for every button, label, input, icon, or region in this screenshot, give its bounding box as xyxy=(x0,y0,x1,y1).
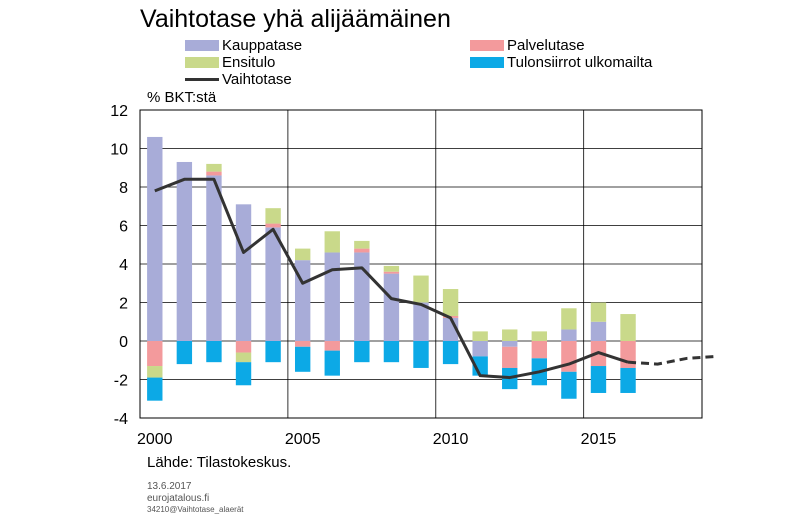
y-tick-label: 10 xyxy=(110,142,128,159)
y-tick-label: 2 xyxy=(119,296,128,313)
legend-line-swatch xyxy=(185,78,219,81)
bar-palvelutase xyxy=(147,341,163,367)
legend-kauppatase: Kauppatase xyxy=(185,37,302,54)
bar-tulonsiirrot xyxy=(561,371,577,399)
bar-ensitulo xyxy=(620,314,636,341)
bar-tulonsiirrot xyxy=(206,341,222,363)
bar-tulonsiirrot xyxy=(590,366,607,393)
bar-palvelutase xyxy=(502,346,518,368)
y-axis-unit-label: % BKT:stä xyxy=(147,89,217,106)
bar-kauppatase xyxy=(590,321,607,341)
bar-ensitulo xyxy=(294,248,311,261)
bar-ensitulo xyxy=(235,352,252,363)
bar-ensitulo xyxy=(383,265,400,272)
footer-site: eurojatalous.fi xyxy=(147,493,210,504)
bar-tulonsiirrot xyxy=(620,367,636,393)
bar-palvelutase xyxy=(294,341,311,347)
chart-title: Vaihtotase yhä alijäämäinen xyxy=(140,5,451,33)
legend-swatch xyxy=(185,40,219,51)
bar-ensitulo xyxy=(324,231,340,253)
bar-ensitulo xyxy=(472,331,488,341)
y-tick-label: 0 xyxy=(119,334,128,351)
bar-palvelutase xyxy=(265,223,281,228)
bar-ensitulo xyxy=(206,163,222,172)
legend-label: Vaihtotase xyxy=(222,71,292,88)
bar-tulonsiirrot xyxy=(383,341,400,363)
line-vaihtotase xyxy=(154,177,629,380)
x-tick-label: 2000 xyxy=(137,431,173,448)
bar-kauppatase xyxy=(472,341,488,357)
bar-tulonsiirrot xyxy=(294,346,311,372)
bar-ensitulo xyxy=(413,275,429,303)
bar-kauppatase xyxy=(561,329,577,341)
bar-kauppatase xyxy=(502,341,518,347)
bar-tulonsiirrot xyxy=(354,341,370,363)
legend-label: Ensitulo xyxy=(222,54,276,71)
legend-label: Tulonsiirrot ulkomailta xyxy=(507,54,653,71)
legend-swatch xyxy=(185,57,219,68)
footer-file-id: 34210@Vaihtotase_alaerät xyxy=(147,505,244,514)
x-tick-label: 2015 xyxy=(581,431,617,448)
x-tick-label: 2005 xyxy=(285,431,321,448)
legend-label: Kauppatase xyxy=(222,37,303,54)
bar-ensitulo xyxy=(502,329,518,341)
bar-tulonsiirrot xyxy=(324,350,340,376)
bar-tulonsiirrot xyxy=(176,341,193,365)
bar-kauppatase xyxy=(383,273,400,341)
bar-tulonsiirrot xyxy=(265,341,281,363)
footer-date: 13.6.2017 xyxy=(147,481,192,492)
legend-label: Palvelutase xyxy=(507,37,585,54)
bar-palvelutase xyxy=(324,341,340,351)
y-tick-label: -2 xyxy=(114,373,128,390)
legend-vaihtotase: Vaihtotase xyxy=(185,71,292,88)
bar-palvelutase xyxy=(354,248,370,253)
bar-tulonsiirrot xyxy=(235,362,252,386)
bar-kauppatase xyxy=(265,227,281,341)
bar-kauppatase xyxy=(206,175,222,341)
tick-labels: -4 -2 0 2 4 6 8 10 12 2000 2005 2010 2015 xyxy=(110,103,616,448)
y-tick-label: 8 xyxy=(119,180,128,197)
bar-tulonsiirrot xyxy=(442,341,459,365)
bar-palvelutase xyxy=(206,171,222,176)
plot-frame xyxy=(139,109,703,419)
source-note: Lähde: Tilastokeskus. xyxy=(147,454,292,471)
bar-kauppatase xyxy=(176,161,193,341)
bar-ensitulo xyxy=(442,289,459,316)
legend-swatch xyxy=(470,57,504,68)
bar-palvelutase xyxy=(235,341,252,353)
bar-ensitulo xyxy=(265,208,281,224)
lines xyxy=(154,177,717,380)
bar-kauppatase xyxy=(147,136,163,341)
line-vaihtotase-forecast xyxy=(627,354,717,366)
legend-palvelutase: Palvelutase xyxy=(470,37,585,54)
bars xyxy=(147,136,636,401)
legend-ensitulo: Ensitulo xyxy=(185,54,275,71)
grid xyxy=(140,109,702,419)
bar-palvelutase xyxy=(383,271,400,274)
bar-kauppatase xyxy=(354,252,370,341)
legend-tulonsiirrot: Tulonsiirrot ulkomailta xyxy=(470,54,652,71)
bar-ensitulo xyxy=(147,366,163,378)
bar-ensitulo xyxy=(561,308,577,330)
bar-ensitulo xyxy=(590,302,607,322)
bar-tulonsiirrot xyxy=(413,341,429,368)
legend-swatch xyxy=(470,40,504,51)
y-tick-label: -4 xyxy=(114,411,128,428)
x-tick-label: 2010 xyxy=(433,431,469,448)
bar-ensitulo xyxy=(354,240,370,249)
bar-kauppatase xyxy=(235,204,252,341)
bar-palvelutase xyxy=(561,341,577,372)
bar-kauppatase xyxy=(413,302,429,341)
bar-ensitulo xyxy=(531,331,548,341)
bar-kauppatase xyxy=(324,252,340,341)
y-tick-label: 12 xyxy=(110,103,128,120)
axes xyxy=(139,109,703,419)
y-tick-label: 4 xyxy=(119,257,128,274)
y-tick-label: 6 xyxy=(119,219,128,236)
bar-tulonsiirrot xyxy=(147,377,163,401)
bar-palvelutase xyxy=(531,341,548,359)
